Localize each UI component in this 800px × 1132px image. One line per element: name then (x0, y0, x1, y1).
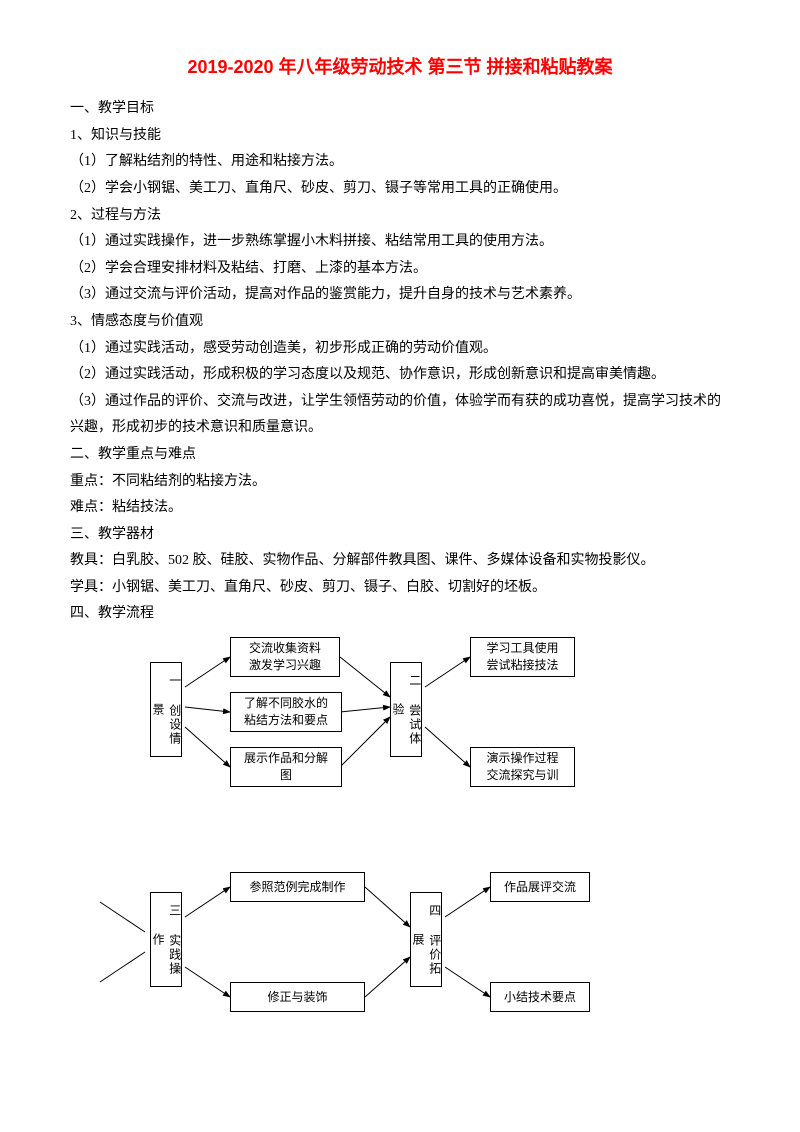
h-goals: 一、教学目标 (70, 96, 730, 123)
p-knowledge-2: （2）学会小钢锯、美工刀、直角尺、砂皮、剪刀、镊子等常用工具的正确使用。 (70, 176, 730, 203)
p-key: 重点：不同粘结剂的粘接方法。 (70, 469, 730, 496)
p-knowledge-1: （1）了解粘结剂的特性、用途和粘接方法。 (70, 149, 730, 176)
box-1a: 交流收集资料 激发学习兴趣 (230, 637, 340, 677)
p-process-2: （2）学会合理安排材料及粘结、打磨、上漆的基本方法。 (70, 256, 730, 283)
p-process-1: （1）通过实践操作，进一步熟练掌握小木料拼接、粘结常用工具的使用方法。 (70, 229, 730, 256)
p-emotion-3: （3）通过作品的评价、交流与改进，让学生领悟劳动的价值，体验学而有获的成功喜悦，… (70, 389, 730, 442)
p-emotion-2: （2）通过实践活动，形成积极的学习态度以及规范、协作意识，形成创新意识和提高审美… (70, 362, 730, 389)
box-4a: 作品展评交流 (490, 872, 590, 902)
flowchart: 一 创设情景 交流收集资料 激发学习兴趣 了解不同胶水的 粘结方法和要点 展示作… (70, 632, 730, 1072)
box-2a: 学习工具使用 尝试粘接技法 (470, 637, 575, 677)
p-learn-tools: 学具：小钢锯、美工刀、直角尺、砂皮、剪刀、镊子、白胶、切割好的坯板。 (70, 575, 730, 602)
p-teach-tools: 教具：白乳胶、502 胶、硅胶、实物作品、分解部件教具图、课件、多媒体设备和实物… (70, 548, 730, 575)
box-4b: 小结技术要点 (490, 982, 590, 1012)
h-flow: 四、教学流程 (70, 601, 730, 628)
page-title: 2019-2020 年八年级劳动技术 第三节 拼接和粘贴教案 (70, 50, 730, 84)
stage-2: 二 尝试体验 (390, 662, 422, 757)
p-process-3: （3）通过交流与评价活动，提高对作品的鉴赏能力，提升自身的技术与艺术素养。 (70, 282, 730, 309)
h-tools: 三、教学器材 (70, 522, 730, 549)
p-process: 2、过程与方法 (70, 203, 730, 230)
stage-3: 三 实践操作 (150, 892, 182, 987)
p-diff: 难点：粘结技法。 (70, 495, 730, 522)
h-keys: 二、教学重点与难点 (70, 442, 730, 469)
box-1b: 了解不同胶水的 粘结方法和要点 (230, 692, 342, 732)
box-3b: 修正与装饰 (230, 982, 365, 1012)
stage-1: 一 创设情景 (150, 662, 182, 757)
p-knowledge: 1、知识与技能 (70, 123, 730, 150)
box-1c: 展示作品和分解 图 (230, 747, 342, 787)
stage-4: 四 评价拓展 (410, 892, 442, 987)
box-2b: 演示操作过程 交流探究与训 (470, 747, 575, 787)
p-emotion: 3、情感态度与价值观 (70, 309, 730, 336)
box-3a: 参照范例完成制作 (230, 872, 365, 902)
p-emotion-1: （1）通过实践活动，感受劳动创造美，初步形成正确的劳动价值观。 (70, 336, 730, 363)
